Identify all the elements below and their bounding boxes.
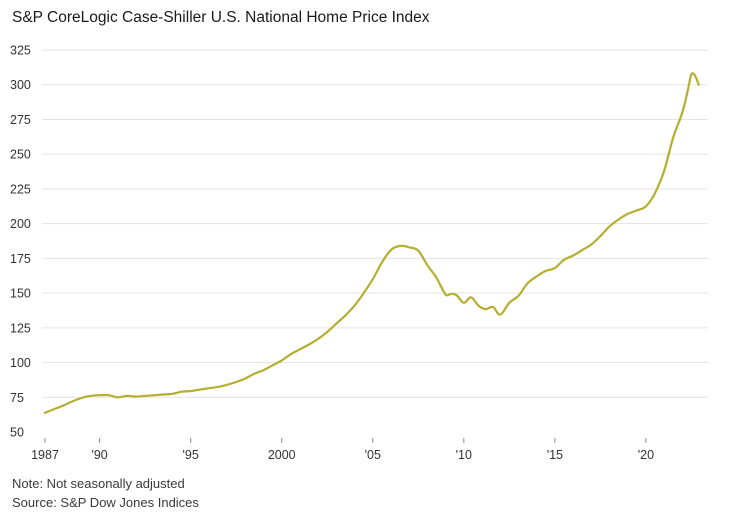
y-tick-label: 175 bbox=[10, 252, 31, 266]
y-tick-label: 150 bbox=[10, 287, 31, 301]
x-tick-label: '05 bbox=[365, 448, 381, 462]
y-tick-label: 300 bbox=[10, 78, 31, 92]
x-tick-label: '15 bbox=[547, 448, 563, 462]
x-tick-label: '20 bbox=[638, 448, 654, 462]
y-tick-label: 125 bbox=[10, 321, 31, 335]
chart-notes: Note: Not seasonally adjusted Source: S&… bbox=[12, 474, 199, 512]
chart-title: S&P CoreLogic Case-Shiller U.S. National… bbox=[12, 9, 430, 26]
y-tick-label: 75 bbox=[10, 391, 24, 405]
y-tick-label: 50 bbox=[10, 426, 24, 440]
x-tick-label: '10 bbox=[456, 448, 472, 462]
y-tick-label: 325 bbox=[10, 44, 31, 58]
y-tick-label: 275 bbox=[10, 113, 31, 127]
y-axis-tick-labels: 50 75 100 125 150 175 200 225 250 275 300 325 bbox=[10, 44, 31, 440]
source-note: Source: S&P Dow Jones Indices bbox=[12, 495, 199, 510]
x-tick-label: 1987 bbox=[31, 448, 59, 462]
series-layer bbox=[43, 72, 700, 414]
y-tick-label: 200 bbox=[10, 217, 31, 231]
x-tick-label: '90 bbox=[91, 448, 107, 462]
x-tick-label: 2000 bbox=[268, 448, 296, 462]
series-line-0 bbox=[43, 72, 700, 414]
x-tick-label: '95 bbox=[183, 448, 199, 462]
y-tick-label: 100 bbox=[10, 356, 31, 370]
grid-lines bbox=[42, 49, 708, 398]
y-tick-label: 250 bbox=[10, 148, 31, 162]
y-tick-label: 225 bbox=[10, 182, 31, 196]
line-chart: 50 75 100 125 150 175 200 225 250 275 300 325 1987 '… bbox=[10, 44, 708, 462]
note-seasonal: Note: Not seasonally adjusted bbox=[12, 476, 185, 491]
x-axis-tick-labels: 1987 '90 '95 2000 '05 '10 '15 '20 bbox=[31, 438, 654, 462]
